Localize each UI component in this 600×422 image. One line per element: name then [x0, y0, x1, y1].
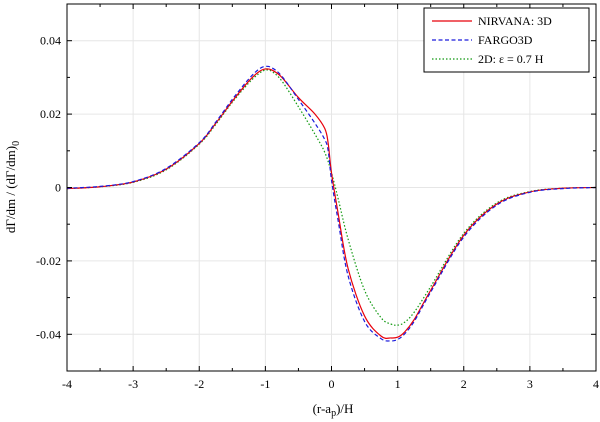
- y-tick-label: -0.02: [36, 254, 61, 268]
- y-axis-label: dΓ/dm / (dΓ/dm)0: [3, 141, 22, 233]
- ticks: -4 -3 -2 -1 0 1 2 3 4 -0.04 -0.02 0 0.02 0.04: [36, 3, 599, 391]
- series-line-fargo3d: [66, 65, 597, 342]
- legend-label-nirvana: NIRVANA: 3D: [478, 14, 552, 28]
- legend-label-2d: 2D: ε = 0.7 H: [478, 52, 544, 66]
- legend: NIRVANA: 3D FARGO3D 2D: ε = 0.7 H: [423, 7, 590, 73]
- plot-area: [66, 65, 597, 342]
- x-tick-label: -4: [62, 377, 72, 391]
- x-axis-label-sub: p: [331, 408, 336, 419]
- x-tick-label: 2: [461, 377, 467, 391]
- x-tick-label: -1: [260, 377, 270, 391]
- y-axis-label-main: dΓ/dm / (dΓ/dm): [3, 146, 18, 233]
- x-axis-label-main: (r-a: [313, 401, 332, 416]
- legend-label-fargo3d: FARGO3D: [478, 33, 533, 47]
- y-tick-label: -0.04: [36, 327, 61, 341]
- x-axis-label: (r-ap)/H: [313, 401, 354, 419]
- y-tick-label: 0.04: [40, 34, 61, 48]
- y-axis-label-sub: 0: [11, 141, 22, 146]
- x-tick-label: -2: [194, 377, 204, 391]
- series-line-2d: [66, 69, 597, 326]
- y-tick-label: 0: [55, 181, 61, 195]
- series-line-nirvana: [66, 68, 597, 339]
- x-tick-label: 0: [329, 377, 335, 391]
- x-tick-label: 1: [395, 377, 401, 391]
- y-tick-label: 0.02: [40, 107, 61, 121]
- x-tick-label: -3: [128, 377, 138, 391]
- x-tick-label: 3: [527, 377, 533, 391]
- x-axis-label-tail: )/H: [336, 401, 353, 416]
- x-tick-label: 4: [593, 377, 599, 391]
